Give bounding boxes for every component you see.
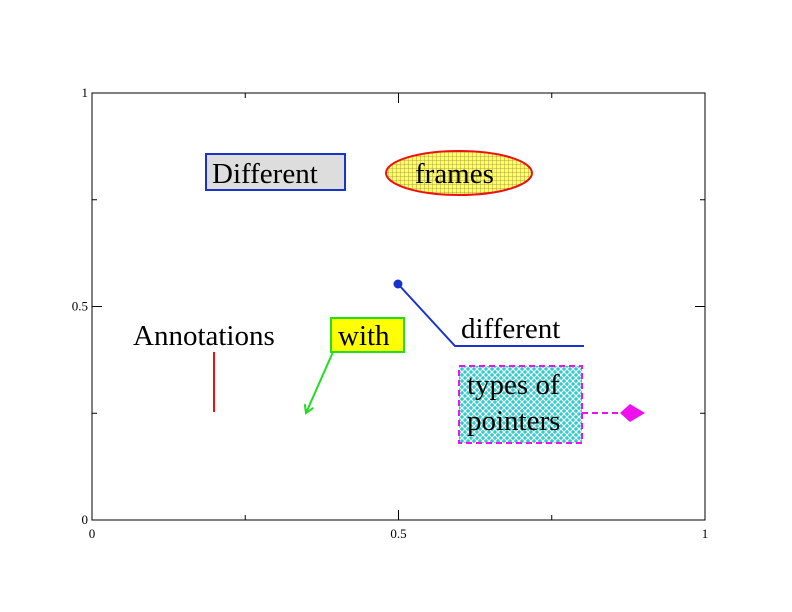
pointer: [397, 283, 584, 347]
x-tick-label: 0: [89, 526, 96, 541]
pointer-head: [620, 404, 645, 422]
frame-box: [205, 153, 346, 191]
annotation: frames: [415, 158, 494, 190]
frame-box: [458, 365, 583, 444]
axes: 0 0.5 1 0 0.5 1: [72, 85, 709, 541]
y-tick-label: 1: [82, 85, 89, 100]
pointer: [306, 351, 334, 413]
annotation: pointers: [467, 405, 560, 437]
frame-ellipse: [385, 150, 533, 196]
annotation: Different: [212, 158, 318, 190]
x-tick-label: 0.5: [390, 526, 406, 541]
y-tick-label: 0: [82, 512, 89, 527]
annotation: types of: [467, 369, 560, 401]
annotation: with: [338, 320, 390, 352]
annotation: Annotations: [133, 320, 275, 352]
y-tick-label: 0.5: [72, 299, 88, 314]
x-tick-label: 1: [702, 526, 709, 541]
plot-frame: [91, 92, 706, 521]
pointer-dot: [393, 279, 403, 289]
annotation: different: [461, 313, 560, 345]
frame-box: [330, 317, 405, 353]
